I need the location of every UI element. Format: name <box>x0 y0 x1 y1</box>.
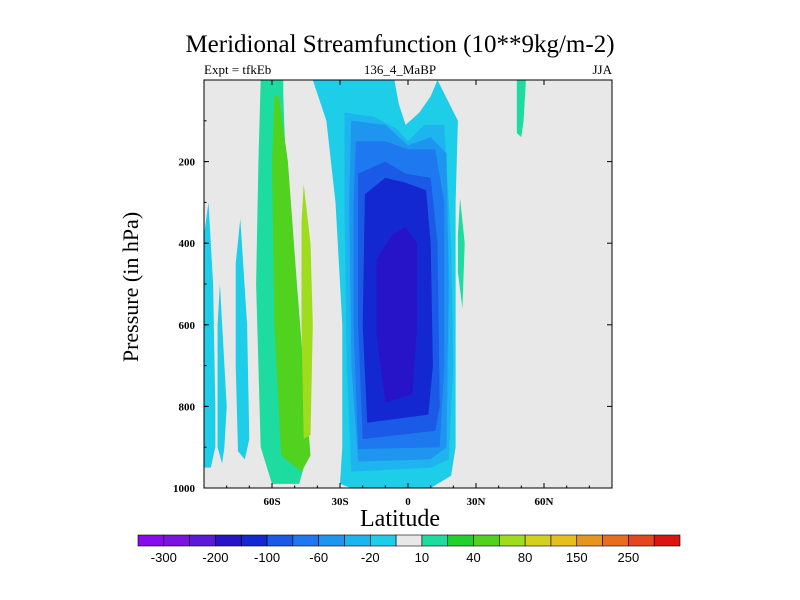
x-axis-ticks: 60S 30S 0 30N 60N <box>203 80 613 508</box>
y-axis-ticks: 200 400 600 800 1000 <box>173 120 612 495</box>
y-tick-label: 200 <box>179 157 196 169</box>
colorbar-box <box>653 534 681 547</box>
colorbar-box <box>344 534 371 547</box>
colorbar-box <box>395 534 423 547</box>
y-tick-label: 400 <box>179 238 196 250</box>
x-tick-label: 30N <box>467 496 486 508</box>
contour-nh-sliver-a <box>457 198 465 309</box>
colorbar-box <box>473 534 500 547</box>
colorbar-box <box>137 534 165 547</box>
colorbar-box <box>524 534 552 547</box>
colorbar-label: 80 <box>518 550 532 565</box>
y-tick-label: 1000 <box>173 483 196 495</box>
season-label: JJA <box>592 62 612 77</box>
colorbar-box <box>550 534 578 547</box>
x-tick-label: 60N <box>535 496 554 508</box>
run-label: 136_4_MaBP <box>363 62 437 77</box>
contour-regions <box>204 80 526 488</box>
colorbar-label: 40 <box>466 550 480 565</box>
colorbar-box <box>215 534 242 547</box>
contour-sh-cell-40 <box>272 96 311 472</box>
colorbar-label: -20 <box>361 550 380 565</box>
x-tick-label: 30S <box>331 496 348 508</box>
colorbar-box <box>292 534 319 547</box>
contour-sh-sliver-b <box>217 284 227 464</box>
colorbar-box <box>266 534 294 547</box>
contour-eq-cell-200 <box>376 226 418 403</box>
colorbar-box <box>628 534 655 547</box>
colorbar-box <box>163 534 190 547</box>
colorbar-label: -300 <box>151 550 177 565</box>
chart-title: Meridional Streamfunction (10**9kg/m-2) <box>185 31 615 58</box>
x-tick-label: 60S <box>263 496 280 508</box>
contour-sh-sliver-a <box>204 202 216 468</box>
y-tick-label: 600 <box>179 320 196 332</box>
colorbar-label: 10 <box>415 550 429 565</box>
colorbar-box <box>318 534 345 547</box>
colorbar: -300 -200 -100 -60 -20 10 40 80 150 250 <box>137 534 681 565</box>
contour-sh-sliver-c <box>235 218 250 460</box>
x-tick-label: 0 <box>405 496 411 508</box>
y-tick-label: 800 <box>179 401 196 413</box>
colorbar-box <box>421 534 449 547</box>
colorbar-box <box>189 534 216 547</box>
colorbar-label: 150 <box>566 550 588 565</box>
colorbar-box <box>447 534 474 547</box>
colorbar-label: 250 <box>618 550 640 565</box>
contour-sh-cell-80 <box>301 184 313 439</box>
colorbar-label: -60 <box>309 550 328 565</box>
x-axis-label: Latitude <box>360 506 440 532</box>
colorbar-box <box>576 534 603 547</box>
colorbar-label: -100 <box>254 550 280 565</box>
contour-nh-sliver-b <box>516 80 526 138</box>
colorbar-box <box>240 534 268 547</box>
experiment-label: Expt = tfkEb <box>204 62 272 77</box>
colorbar-box <box>369 534 397 547</box>
colorbar-box <box>499 534 526 547</box>
colorbar-label: -200 <box>202 550 228 565</box>
colorbar-box <box>602 534 629 547</box>
